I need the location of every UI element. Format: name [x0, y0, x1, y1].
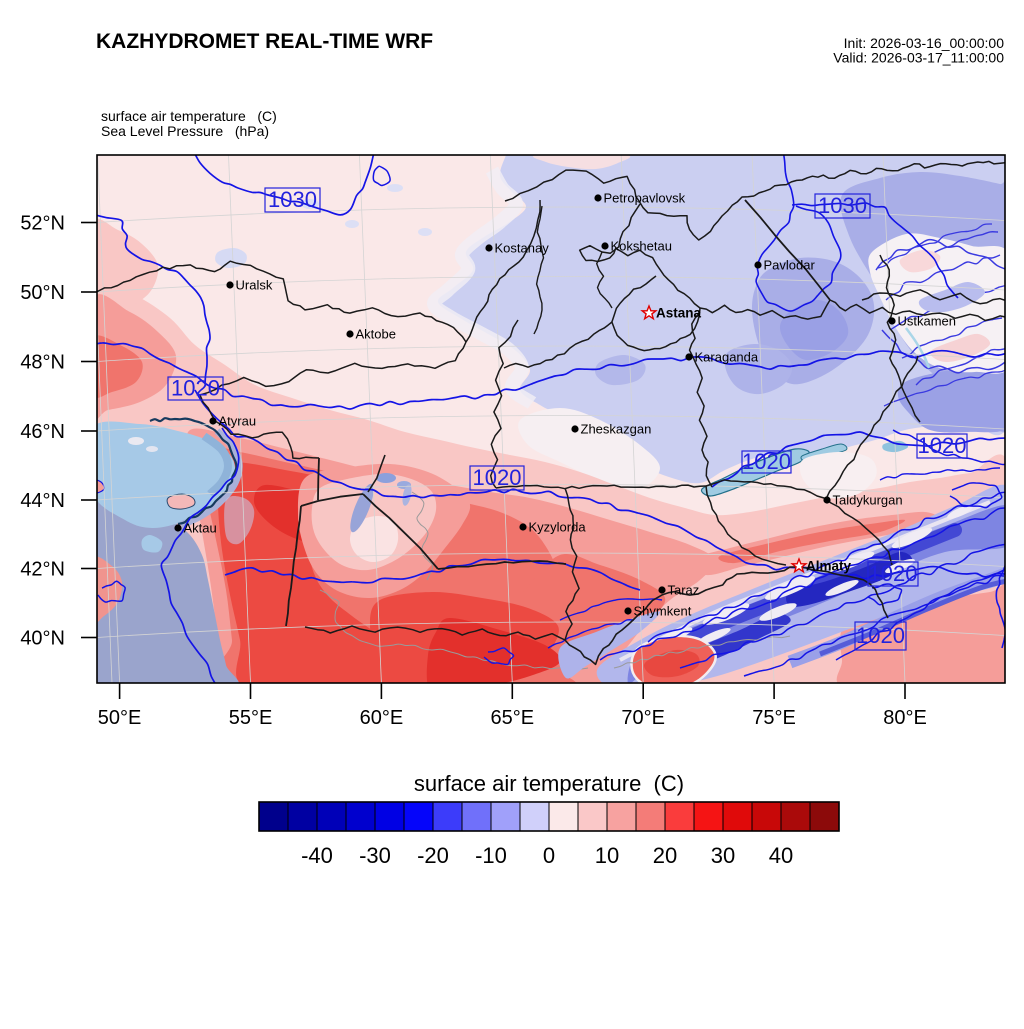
svg-text:Zheskazgan: Zheskazgan	[581, 422, 652, 437]
svg-text:Petropavlovsk: Petropavlovsk	[604, 191, 686, 206]
svg-text:Astana: Astana	[656, 306, 702, 321]
svg-text:1020: 1020	[856, 623, 905, 648]
svg-text:20: 20	[653, 843, 677, 868]
svg-text:Init: 2026-03-16_00:00:00: Init: 2026-03-16_00:00:00	[844, 35, 1005, 51]
svg-text:50°N: 50°N	[20, 282, 65, 304]
svg-text:-40: -40	[301, 843, 333, 868]
svg-text:Uralsk: Uralsk	[236, 278, 273, 293]
svg-text:40°N: 40°N	[20, 628, 65, 650]
svg-text:1020: 1020	[742, 449, 791, 474]
svg-text:Atyrau: Atyrau	[219, 414, 257, 429]
svg-text:1020: 1020	[869, 561, 918, 586]
svg-text:-20: -20	[417, 843, 449, 868]
svg-text:Karaganda: Karaganda	[695, 350, 759, 365]
svg-text:Aktau: Aktau	[184, 521, 217, 536]
svg-text:Kostanay: Kostanay	[495, 241, 550, 256]
svg-text:-10: -10	[475, 843, 507, 868]
svg-text:Pavlodar: Pavlodar	[764, 258, 816, 273]
svg-text:30: 30	[711, 843, 735, 868]
svg-text:surface air temperature (C): surface air temperature (C)	[414, 771, 684, 796]
svg-text:55°E: 55°E	[229, 707, 273, 729]
svg-text:Aktobe: Aktobe	[356, 327, 396, 342]
svg-text:-30: -30	[359, 843, 391, 868]
svg-text:0: 0	[543, 843, 555, 868]
svg-text:Kokshetau: Kokshetau	[611, 239, 672, 254]
svg-text:1020: 1020	[918, 433, 967, 458]
svg-text:40: 40	[769, 843, 793, 868]
svg-text:80°E: 80°E	[883, 707, 927, 729]
svg-text:1030: 1030	[818, 193, 867, 218]
svg-text:1020: 1020	[473, 465, 522, 490]
svg-text:KAZHYDROMET REAL-TIME WRF: KAZHYDROMET REAL-TIME WRF	[96, 30, 433, 53]
svg-text:42°N: 42°N	[20, 559, 65, 581]
svg-text:44°N: 44°N	[20, 490, 65, 512]
svg-text:Sea Level Pressure (hPa): Sea Level Pressure (hPa)	[101, 123, 269, 139]
svg-text:75°E: 75°E	[752, 707, 796, 729]
svg-text:Taldykurgan: Taldykurgan	[833, 493, 903, 508]
svg-text:surface air temperature (C): surface air temperature (C)	[101, 108, 277, 124]
svg-text:Valid: 2026-03-17_11:00:00: Valid: 2026-03-17_11:00:00	[833, 50, 1004, 66]
svg-text:Kyzylorda: Kyzylorda	[529, 520, 587, 535]
svg-text:Taraz: Taraz	[668, 583, 700, 598]
svg-text:48°N: 48°N	[20, 352, 65, 374]
svg-text:Ustkamen: Ustkamen	[898, 314, 957, 329]
svg-text:Almaty: Almaty	[806, 559, 852, 574]
svg-text:70°E: 70°E	[621, 707, 665, 729]
svg-text:1020: 1020	[171, 376, 220, 401]
svg-text:Shymkent: Shymkent	[634, 604, 692, 619]
svg-text:1030: 1030	[268, 187, 317, 212]
svg-text:10: 10	[595, 843, 619, 868]
svg-text:60°E: 60°E	[360, 707, 404, 729]
svg-text:52°N: 52°N	[20, 213, 65, 235]
svg-text:65°E: 65°E	[491, 707, 535, 729]
svg-text:46°N: 46°N	[20, 421, 65, 443]
svg-text:50°E: 50°E	[98, 707, 142, 729]
